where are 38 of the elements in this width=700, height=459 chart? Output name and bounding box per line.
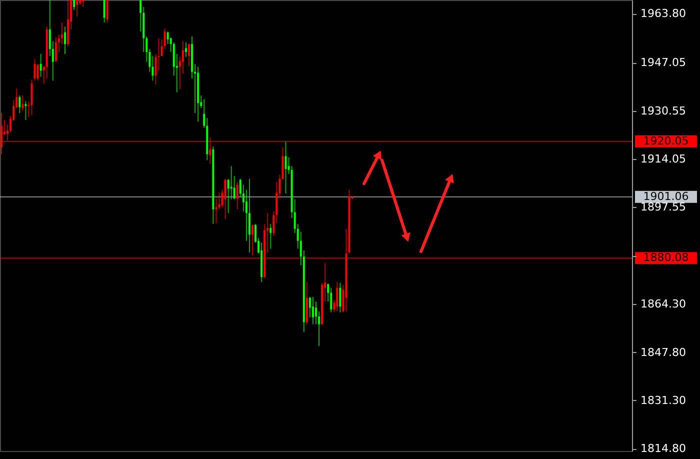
candlestick bbox=[236, 181, 238, 210]
y-tick-label: 1947.05 bbox=[640, 56, 686, 70]
candlestick bbox=[184, 42, 187, 58]
candlestick bbox=[251, 224, 254, 256]
y-tick-label: 1914.05 bbox=[640, 152, 686, 166]
candlestick bbox=[339, 282, 342, 313]
candlestick bbox=[64, 26, 66, 55]
candlestick bbox=[36, 63, 39, 82]
candlestick bbox=[336, 281, 338, 312]
y-tick-label: 1847.80 bbox=[640, 346, 686, 359]
candlestick bbox=[54, 36, 57, 62]
candlestick bbox=[248, 178, 250, 253]
candlestick bbox=[312, 296, 314, 325]
candlestick bbox=[76, 0, 78, 18]
candlestick bbox=[34, 58, 36, 82]
candlestick bbox=[188, 44, 190, 66]
ref-line-label: 1880.08 bbox=[643, 251, 689, 264]
ref-line-label: 1901.06 bbox=[643, 190, 689, 203]
candlestick bbox=[73, 0, 76, 10]
y-tick-label: 1814.80 bbox=[640, 442, 686, 456]
ref-line-label: 1920.05 bbox=[643, 134, 689, 148]
candlestick bbox=[224, 178, 226, 220]
y-tick-label: 1963.80 bbox=[640, 7, 686, 20]
candlestick bbox=[270, 223, 272, 250]
candlestick bbox=[40, 54, 42, 78]
candlestick bbox=[22, 94, 24, 112]
candlestick bbox=[30, 79, 33, 116]
candlestick bbox=[106, 0, 108, 23]
candlestick bbox=[18, 94, 21, 114]
candlestick bbox=[154, 54, 157, 86]
candlestick bbox=[24, 100, 27, 120]
candlestick bbox=[284, 141, 287, 194]
y-tick-label: 1864.30 bbox=[640, 298, 686, 311]
y-tick-label: 1930.55 bbox=[640, 104, 686, 118]
candlestick bbox=[103, 0, 106, 23]
y-tick-label: 1831.30 bbox=[640, 394, 686, 407]
y-tick-label: 1897.55 bbox=[640, 200, 686, 214]
candlestick bbox=[330, 287, 332, 313]
